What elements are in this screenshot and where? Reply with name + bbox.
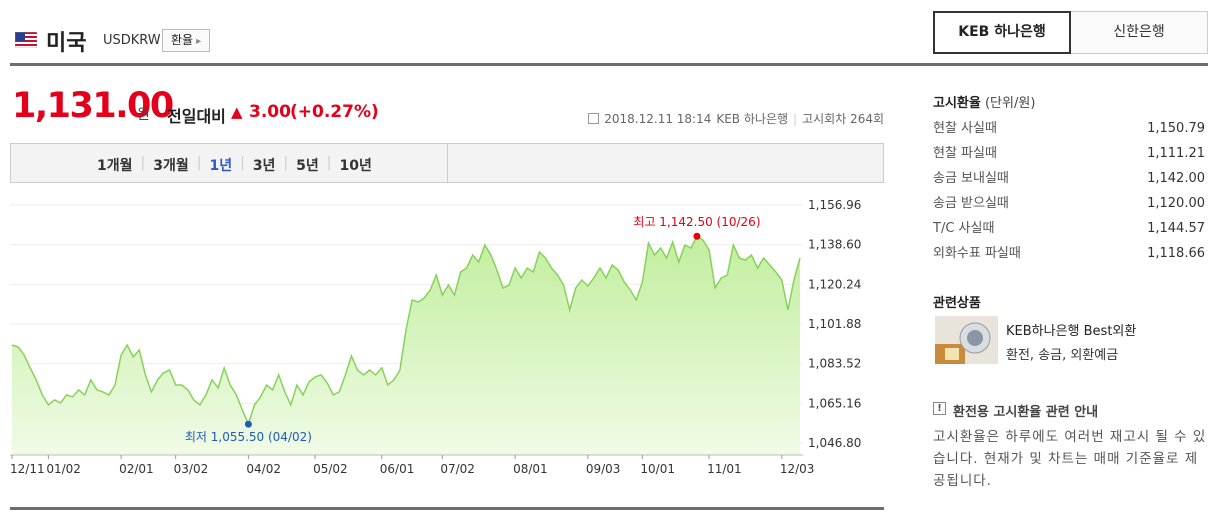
country: 미국 <box>46 31 87 56</box>
rate-value: 1,111.21 <box>1147 146 1205 161</box>
x-tick-label: 09/03 <box>586 462 621 476</box>
separator: | <box>140 155 146 171</box>
separator: | <box>196 155 202 171</box>
related-name[interactable]: KEB하나은행 Best외환 <box>1006 324 1137 339</box>
rate-row: T/C 사실때 1,144.57 <box>933 216 1205 241</box>
low-label: 최저 1,055.50 (04/02) <box>185 430 312 444</box>
period-link[interactable]: 3년 <box>252 158 276 174</box>
rate-row: 송금 보내실때 1,142.00 <box>933 166 1205 191</box>
low-point <box>244 420 252 428</box>
rate-name: 외화수표 파실때 <box>933 246 1021 261</box>
x-tick-label: 05/02 <box>313 462 348 476</box>
y-tick-label: 1,120.24 <box>808 277 861 291</box>
notice-text: 고시환율은 하루에도 여러번 재고시 될 수 있습니다. 현재가 및 차트는 매… <box>933 429 1207 489</box>
x-tick-label: 03/02 <box>174 462 209 476</box>
period-list: 1개월 | 3개월 | 1년 | 3년 | 5년 | 10년 <box>97 155 372 175</box>
product-image <box>935 316 998 364</box>
price-unit: 원 <box>137 107 150 123</box>
x-tick-label: 02/01 <box>119 462 154 476</box>
rate-name: 송금 받으실때 <box>933 196 1009 211</box>
rates-heading: 고시환율 (단위/원) <box>933 92 1035 111</box>
bank: KEB 하나은행 <box>716 112 789 126</box>
period-bar: 1개월 | 3개월 | 1년 | 3년 | 5년 | 10년 <box>10 143 884 183</box>
rate-button[interactable]: 환율 ▸ <box>162 29 210 52</box>
period-link[interactable]: 5년 <box>296 158 319 174</box>
quote-meta: 2018.12.11 18:14 KEB 하나은행 | 고시회차 264회 <box>588 110 884 127</box>
datetime: 2018.12.11 18:14 <box>604 111 712 126</box>
period-link[interactable]: 3개월 <box>153 158 189 174</box>
rate-value: 1,120.00 <box>1147 196 1205 211</box>
x-tick-label: 08/01 <box>513 462 548 476</box>
x-tick-label: 07/02 <box>440 462 475 476</box>
rate-value: 1,142.00 <box>1147 171 1205 186</box>
y-tick-label: 1,046.80 <box>808 436 861 450</box>
rate-name: 송금 보내실때 <box>933 171 1009 186</box>
price: 1,131.00 <box>12 86 174 126</box>
rate-name: T/C 사실때 <box>933 221 995 236</box>
notice-title: 환전용 고시환율 관련 안내 <box>953 405 1099 420</box>
high-point <box>693 232 701 240</box>
y-tick-label: 1,083.52 <box>808 357 861 371</box>
rate-button-label: 환율 <box>171 33 194 47</box>
x-tick-label: 06/01 <box>380 462 415 476</box>
period-link[interactable]: 1년 <box>209 158 233 174</box>
x-tick-label: 11/01 <box>707 462 742 476</box>
y-tick-label: 1,156.96 <box>808 198 861 212</box>
x-tick-label: 10/01 <box>640 462 675 476</box>
area <box>12 236 800 455</box>
tab-active[interactable]: KEB 하나은행 <box>933 11 1071 54</box>
rate-row: 현찰 파실때 1,111.21 <box>933 141 1205 166</box>
rate-value: 1,118.66 <box>1147 246 1205 261</box>
chart: 1,046.80 1,065.16 1,083.52 1,101.88 1,120.24… <box>10 198 861 476</box>
separator: | <box>240 155 245 171</box>
bottom-rule <box>10 507 884 510</box>
rates-table: 현찰 사실때 1,150.79 현찰 파실때 1,111.21 송금 보내실때 1,142… <box>933 116 1205 266</box>
x-tick-label: 12/11 <box>10 462 45 476</box>
rate-value: 1,150.79 <box>1147 121 1205 136</box>
rates-unit: (단위/원) <box>984 96 1036 111</box>
period-link[interactable]: 10년 <box>339 158 372 174</box>
rate-row: 현찰 사실때 1,150.79 <box>933 116 1205 141</box>
related-title: 관련상품 <box>933 296 981 311</box>
y-tick-label: 1,138.60 <box>808 238 861 252</box>
x-tick-label: 12/03 <box>780 462 815 476</box>
flag-us <box>15 32 37 48</box>
rate-name: 현찰 파실때 <box>933 146 997 161</box>
related-desc: 환전, 송금, 외환예금 <box>1006 348 1119 363</box>
rate-name: 현찰 사실때 <box>933 121 997 136</box>
change: 3.00 <box>249 102 291 122</box>
separator: | <box>326 155 332 171</box>
y-tick-label: 1,065.16 <box>808 396 861 410</box>
rate-row: 외화수표 파실때 1,118.66 <box>933 241 1205 266</box>
tab[interactable]: 신한은행 <box>1071 11 1208 54</box>
rate-value: 1,144.57 <box>1147 221 1205 236</box>
change-pct: (+0.27%) <box>290 102 379 122</box>
y-tick-label: 1,101.88 <box>808 317 861 331</box>
line <box>11 235 801 427</box>
period-link[interactable]: 1개월 <box>97 158 133 174</box>
high-label: 최고 1,142.50 (10/26) <box>633 215 760 229</box>
rate-row: 송금 받으실때 1,120.00 <box>933 191 1205 216</box>
clock-icon <box>588 113 600 124</box>
x-tick-label: 04/02 <box>246 462 281 476</box>
up-arrow: ▲ <box>231 103 243 121</box>
header-rule <box>10 63 1208 66</box>
round: 고시회차 264회 <box>802 112 884 126</box>
notice-icon: ! <box>933 402 946 415</box>
rates-title: 고시환율 <box>933 96 981 111</box>
separator: | <box>283 155 289 171</box>
code: USDKRW <box>103 33 161 48</box>
x-tick-label: 01/02 <box>46 462 81 476</box>
change-label: 전일대비 <box>167 107 226 126</box>
